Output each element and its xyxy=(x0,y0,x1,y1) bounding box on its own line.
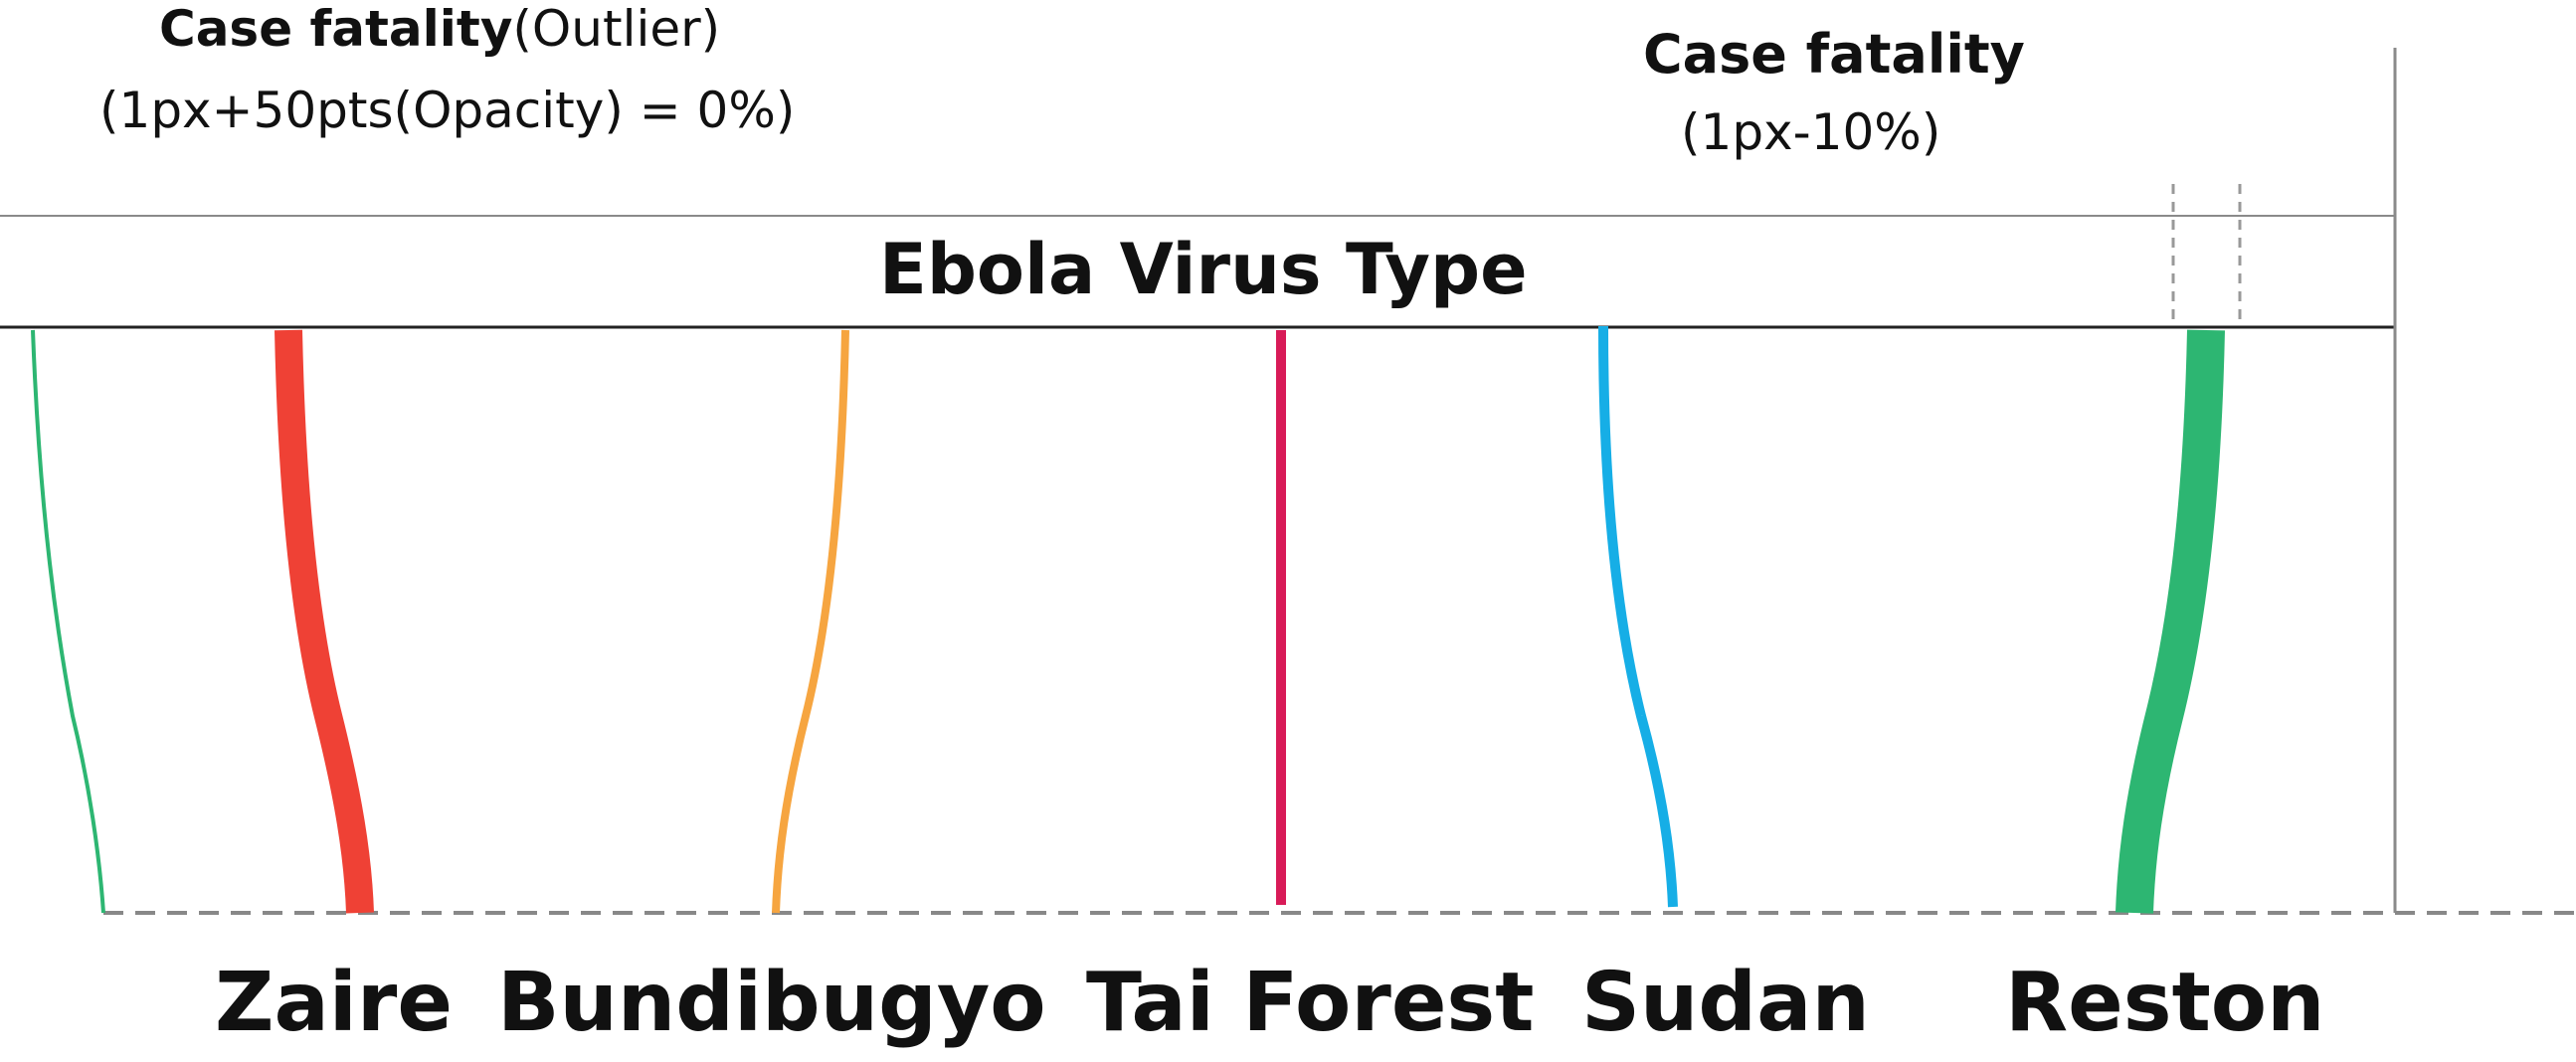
case-fatality-title: Case fatality xyxy=(1643,23,2025,86)
case-fatality-subtitle: (1px-10%) xyxy=(1681,103,1941,161)
virus-label-zaire: Zaire xyxy=(215,956,453,1050)
band-title: Ebola Virus Type xyxy=(879,229,1528,310)
outlier-annotation-subtitle: (1px+50pts(Opacity) = 0%) xyxy=(99,82,796,139)
bundibugyo-flow-path xyxy=(772,329,849,914)
virus-label-sudan: Sudan xyxy=(1581,956,1870,1050)
outlier-flow-path xyxy=(31,329,105,914)
sudan-flow-path xyxy=(1598,325,1678,908)
outlier-title-suffix: (Outlier) xyxy=(512,0,721,58)
virus-label-reston: Reston xyxy=(2005,956,2325,1050)
virus-label-bundibugyo: Bundibugyo xyxy=(497,956,1046,1050)
outlier-title-bold: Case fatality xyxy=(159,0,513,58)
zaire-flow-path xyxy=(275,329,374,914)
virus-label-tai-forest: Tai Forest xyxy=(1086,956,1535,1050)
outlier-annotation-title: Case fatality(Outlier) xyxy=(159,4,720,54)
reston-flow-path xyxy=(2116,329,2225,914)
